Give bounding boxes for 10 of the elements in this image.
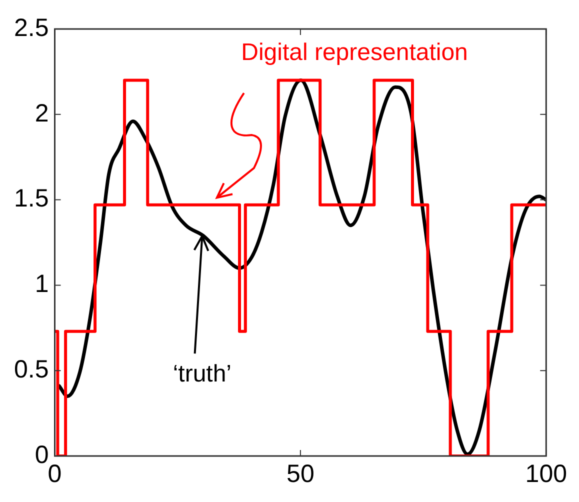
x-tick-label: 100: [525, 460, 568, 488]
y-tick-label: 0: [34, 440, 49, 469]
y-tick-label: 1: [34, 270, 49, 298]
x-tick-label: 50: [286, 460, 314, 488]
y-tick-label: 1.5: [14, 184, 49, 213]
y-tick-label: 0.5: [14, 355, 49, 384]
y-tick-label: 2: [34, 99, 49, 128]
y-tick-label: 2.5: [14, 14, 49, 42]
text: ‘truth’: [172, 360, 232, 388]
series-label: Digital representation: [241, 38, 468, 66]
